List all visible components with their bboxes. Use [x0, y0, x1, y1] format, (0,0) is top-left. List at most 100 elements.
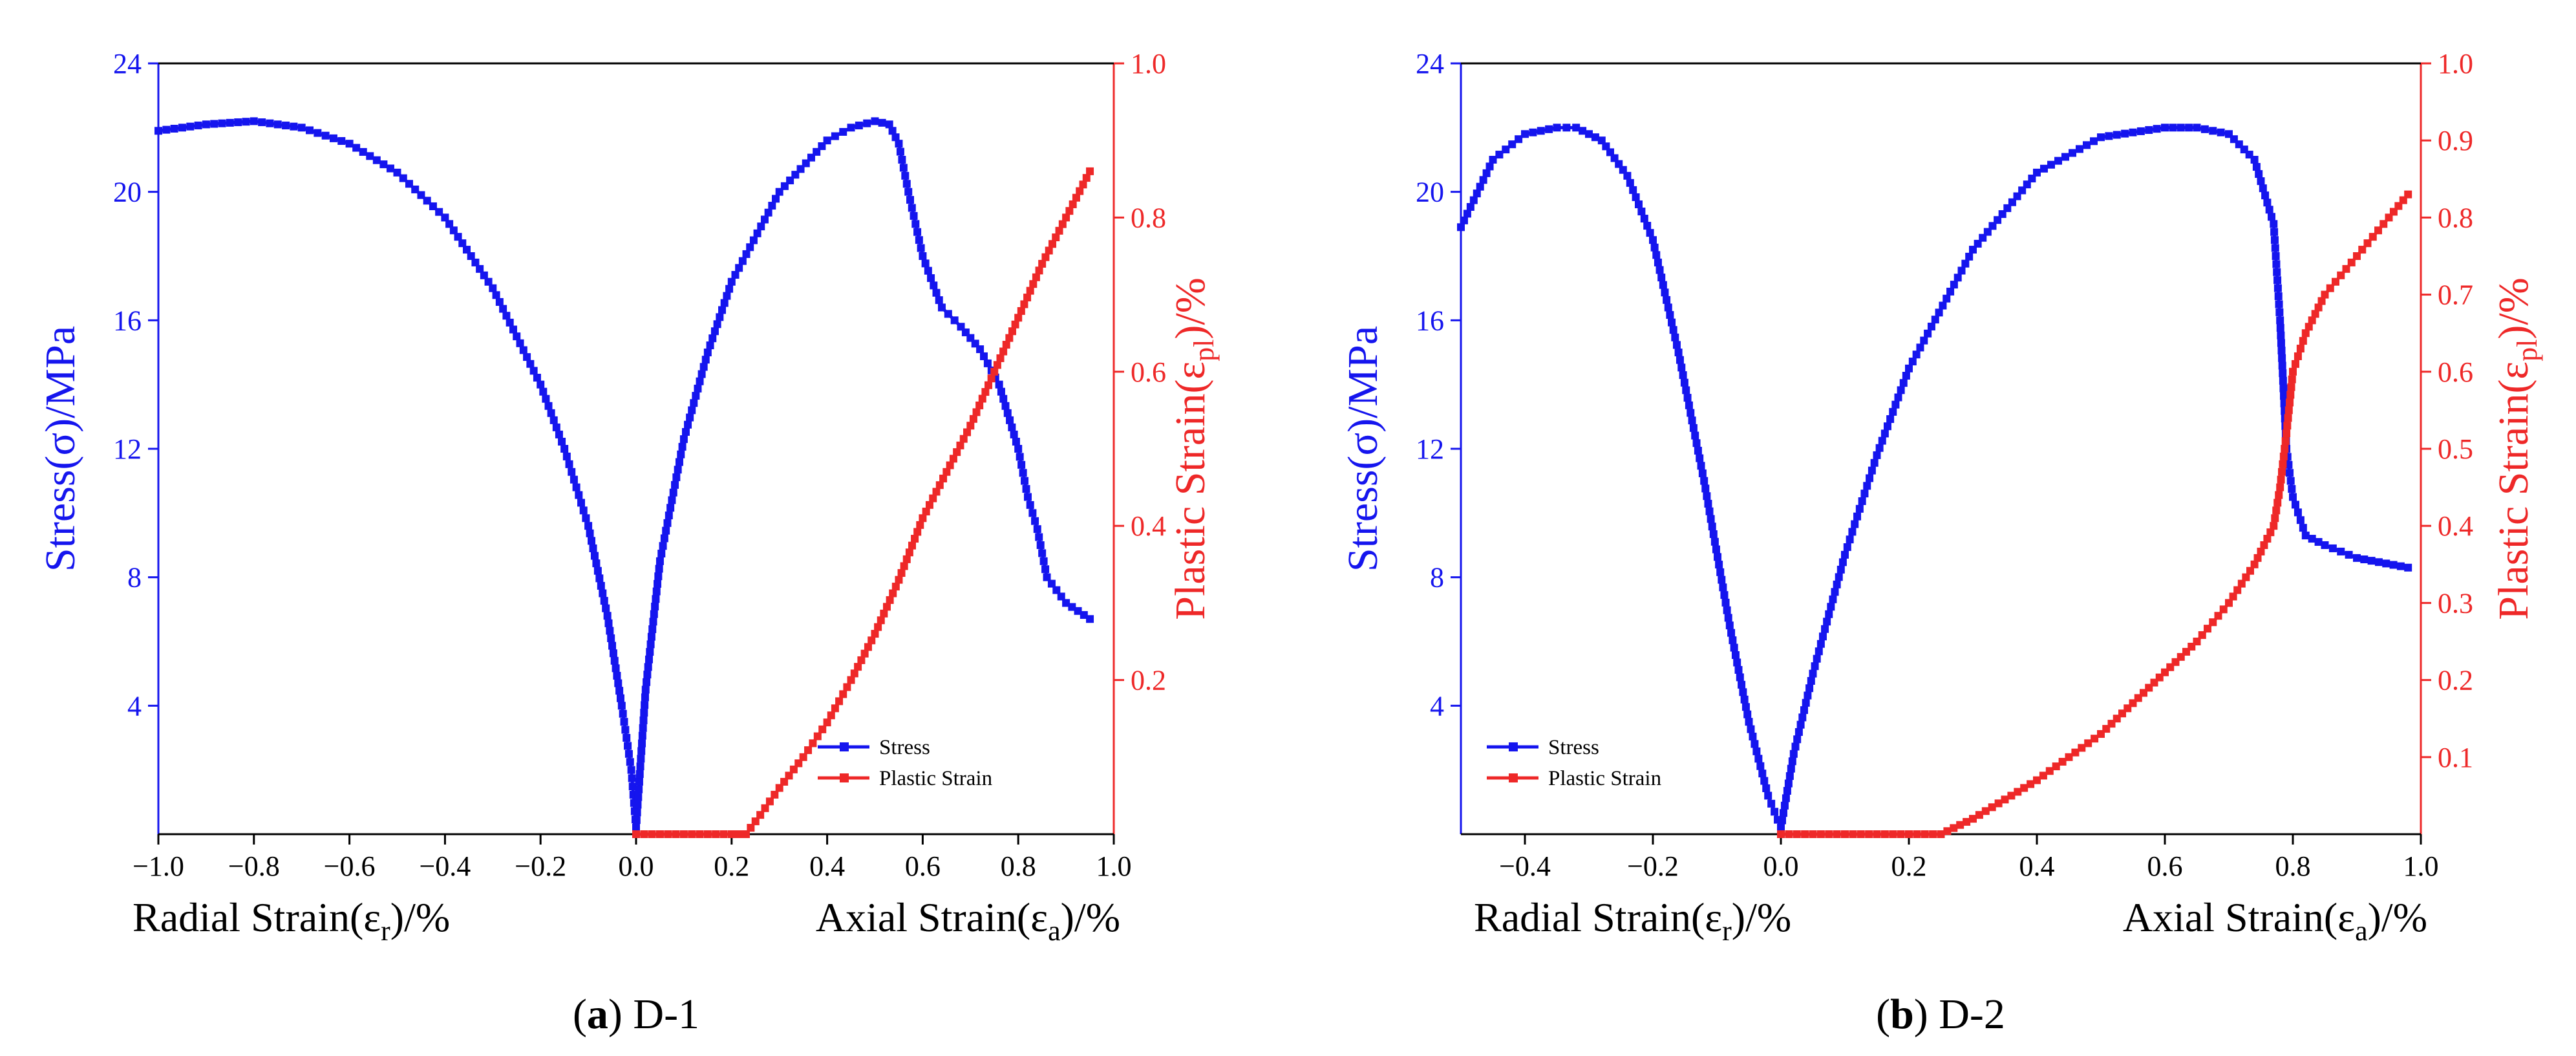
data-point: [513, 332, 521, 341]
data-point: [2284, 414, 2292, 422]
right-y-label-tail: )/%: [2490, 277, 2537, 339]
data-point: [1912, 350, 1921, 359]
data-point: [516, 339, 524, 347]
data-point: [978, 394, 986, 403]
data-point: [2169, 124, 2177, 132]
data-point: [718, 306, 727, 314]
data-point: [911, 535, 919, 543]
xlabel-radial-tail: )/%: [1732, 894, 1791, 940]
data-point: [2277, 331, 2285, 339]
data-point: [1055, 226, 1063, 235]
data-point: [1725, 621, 1734, 630]
data-point: [771, 790, 779, 799]
data-point: [969, 415, 977, 423]
data-point: [1068, 603, 1076, 611]
data-point: [681, 427, 690, 436]
data-point: [1635, 200, 1643, 208]
data-point: [1908, 358, 1917, 366]
data-point: [1023, 493, 1032, 501]
data-point: [2332, 277, 2339, 286]
data-point: [899, 164, 908, 172]
data-point: [1463, 210, 1471, 218]
data-point: [860, 649, 869, 658]
data-point: [985, 381, 993, 389]
data-point: [1747, 725, 1755, 733]
data-point: [1857, 830, 1865, 838]
data-point: [639, 724, 647, 732]
data-point: [2272, 252, 2280, 260]
data-point: [1813, 654, 1821, 663]
data-point: [352, 144, 361, 152]
data-point: [633, 808, 641, 817]
data-point: [1585, 130, 1593, 138]
legend-label: Plastic Strain: [1548, 767, 1661, 790]
data-point: [780, 777, 789, 786]
data-point: [1899, 379, 1908, 387]
data-point: [575, 491, 583, 499]
data-point: [944, 310, 952, 318]
data-point: [1714, 553, 1722, 561]
x-tick-label: −0.6: [324, 850, 376, 882]
data-point: [731, 271, 740, 279]
data-point: [1086, 615, 1094, 623]
data-point: [2272, 260, 2281, 268]
data-point: [1016, 453, 1024, 461]
data-point: [1809, 669, 1817, 678]
data-point: [1916, 343, 1924, 352]
data-point: [895, 576, 903, 584]
data-point: [405, 180, 413, 188]
data-point: [1866, 474, 1874, 482]
data-point: [2291, 360, 2299, 368]
data-point: [614, 679, 623, 687]
data-point: [1476, 182, 1484, 191]
data-point: [896, 147, 904, 156]
data-point: [1865, 830, 1873, 838]
data-point: [2317, 297, 2326, 305]
data-point: [818, 725, 827, 733]
data-point: [1023, 294, 1032, 302]
data-point: [2153, 125, 2161, 133]
right-y-tick-label: 0.9: [2438, 125, 2473, 156]
data-point: [569, 475, 578, 484]
data-point: [1700, 477, 1708, 485]
data-point: [1669, 326, 1677, 334]
data-point: [1756, 762, 1765, 770]
data-point: [672, 473, 681, 482]
chart-d-2: −0.4 −0.2 0.0 0.2 0.4 0.6 0.8 1.0 4 8 12 16 20 24 0.1 0…: [1339, 48, 2543, 1038]
data-point: [935, 296, 943, 305]
data-point: [1521, 130, 1529, 138]
data-point: [1035, 266, 1043, 275]
data-point: [2363, 239, 2372, 248]
data-point: [2014, 788, 2022, 796]
legend-label: Stress: [879, 736, 930, 759]
data-point: [972, 408, 981, 416]
data-point: [502, 312, 511, 320]
data-point: [600, 597, 608, 605]
data-point: [1950, 281, 1958, 289]
data-point: [660, 534, 668, 543]
data-point: [1698, 469, 1707, 477]
data-point: [987, 374, 995, 383]
x-tick-label: 0.0: [1763, 850, 1799, 882]
data-point: [1626, 178, 1634, 187]
data-point: [1035, 533, 1043, 541]
data-point: [2084, 739, 2092, 748]
data-point: [675, 458, 683, 466]
data-point: [668, 496, 676, 504]
data-point: [1473, 189, 1481, 198]
data-point: [2271, 514, 2279, 523]
data-point: [2277, 347, 2286, 355]
data-point: [696, 377, 704, 385]
data-point: [942, 468, 951, 476]
data-point: [1664, 303, 1672, 312]
xlabel-radial-text: Radial Strain(ε: [133, 894, 381, 940]
data-point: [637, 755, 645, 763]
data-point: [929, 494, 937, 502]
data-point: [1809, 830, 1817, 838]
data-point: [694, 384, 702, 393]
data-point: [372, 156, 381, 164]
data-point: [1782, 794, 1790, 803]
data-point: [643, 678, 651, 686]
data-point: [1956, 821, 1964, 829]
x-tick-label: 0.6: [905, 850, 941, 882]
